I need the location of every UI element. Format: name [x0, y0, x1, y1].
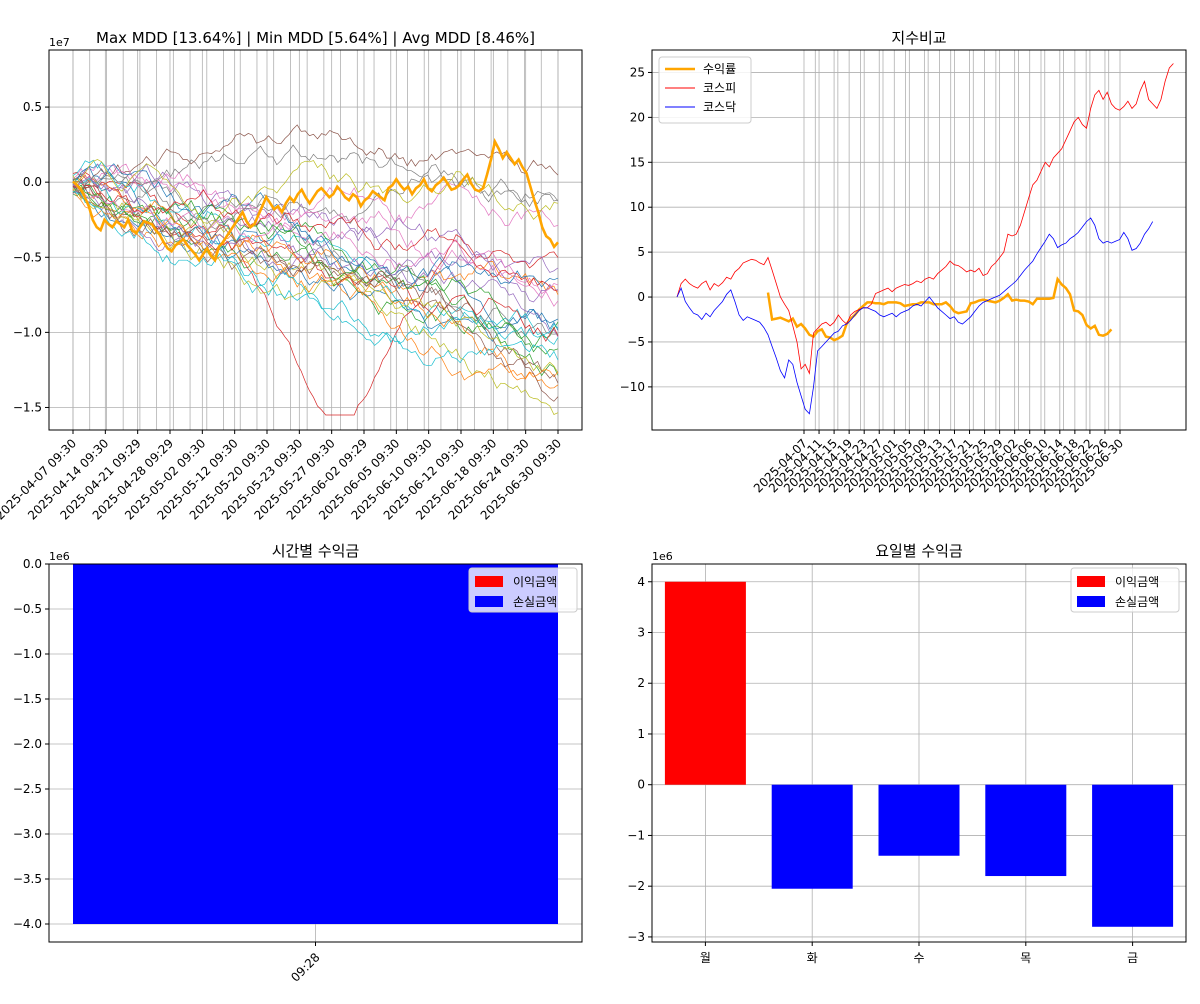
y-tick-label: 0 [637, 778, 645, 792]
x-tick-label: 금 [1127, 951, 1138, 965]
chart-title: 지수비교 [891, 29, 946, 47]
chart-title: 시간별 수익금 [272, 542, 360, 560]
legend-label: 코스닥 [703, 100, 736, 114]
legend-label: 코스피 [703, 81, 736, 95]
simulation-line [72, 178, 559, 384]
loss-bar [771, 784, 853, 889]
legend-swatch [475, 576, 503, 587]
y-tick-label: 0.0 [23, 175, 42, 189]
index-comparison-chart: 지수비교2520151050−5−102025-04-072025-04-112… [620, 29, 1187, 495]
y-tick-label: −1.0 [13, 647, 42, 661]
y-tick-label: 3 [637, 625, 645, 639]
simulation-line [72, 188, 559, 303]
simulation-line [72, 185, 559, 292]
y-tick-label: −2 [627, 879, 645, 893]
legend-label: 손실금액 [1115, 595, 1159, 609]
y-tick-label: 1 [637, 727, 645, 741]
series-line [676, 63, 1174, 375]
y-exponent-label: 1e7 [49, 36, 70, 49]
simulation-line [72, 179, 559, 349]
simulation-line [72, 190, 559, 367]
y-tick-label: −3 [627, 930, 645, 944]
profit-bar [664, 581, 746, 785]
legend-swatch [1077, 596, 1105, 607]
simulation-line [72, 163, 559, 290]
y-tick-label: −2.5 [13, 782, 42, 796]
chart-title: 요일별 수익금 [875, 542, 963, 560]
portfolio-line [72, 137, 559, 263]
y-tick-label: −2.0 [13, 737, 42, 751]
simulation-line [72, 163, 559, 331]
y-exponent-label: 1e6 [652, 550, 673, 563]
y-tick-label: −3.0 [13, 827, 42, 841]
simulation-line [72, 180, 559, 342]
hourly-profit-chart: 시간별 수익금 1e6 0.0 −0.5 −1.0 −1.5 −2.0 −2.5 −3.0 −3.… [13, 542, 583, 985]
y-tick-label: −0.5 [13, 250, 42, 264]
simulation-line [72, 171, 559, 416]
y-tick-label: −1.5 [13, 692, 42, 706]
y-tick-label: 25 [630, 65, 645, 79]
x-tick-label: 목 [1020, 951, 1031, 965]
y-tick-label: −4.0 [13, 917, 42, 931]
y-tick-label: 0.0 [23, 557, 42, 571]
simulation-line [72, 186, 559, 373]
loss-bar [985, 784, 1067, 877]
plot-frame [48, 49, 583, 431]
y-tick-label: 0.5 [23, 100, 42, 114]
loss-bar [1092, 784, 1174, 927]
y-tick-label: 2 [637, 676, 645, 690]
series-line [676, 217, 1154, 415]
x-tick-label: 월 [700, 951, 711, 965]
y-tick-label: 0 [637, 290, 645, 304]
loss-bar [878, 784, 960, 856]
simulation-line [72, 159, 559, 232]
simulation-line [72, 179, 559, 337]
legend-swatch [475, 596, 503, 607]
x-tick-label: 수 [913, 951, 924, 965]
legend-label: 이익금액 [1115, 575, 1159, 589]
simulation-line [72, 124, 559, 182]
y-tick-label: −1.0 [13, 325, 42, 339]
y-tick-label: 5 [637, 245, 645, 259]
mdd-chart: Max MDD [13.64%] | Min MDD [5.64%] | Avg… [0, 29, 583, 523]
simulation-line [72, 177, 559, 345]
simulation-line [72, 185, 559, 402]
simulation-line [72, 174, 559, 389]
legend-label: 수익률 [703, 62, 736, 76]
y-tick-label: 20 [630, 110, 645, 124]
simulation-line [72, 163, 559, 337]
y-tick-label: −1.5 [13, 400, 42, 414]
plot-frame [651, 49, 1187, 431]
y-tick-label: 4 [637, 575, 645, 589]
loss-bar [73, 564, 558, 924]
y-tick-label: 15 [630, 155, 645, 169]
legend-label: 손실금액 [513, 595, 557, 609]
simulation-line [72, 164, 559, 231]
y-tick-label: −5 [627, 335, 645, 349]
simulation-line [72, 189, 559, 295]
y-tick-label: −0.5 [13, 602, 42, 616]
legend-label: 이익금액 [513, 575, 557, 589]
y-tick-label: −3.5 [13, 872, 42, 886]
series-line [766, 276, 1113, 342]
simulation-line [72, 189, 559, 381]
chart-title: Max MDD [13.64%] | Min MDD [5.64%] | Avg… [96, 29, 535, 47]
y-tick-label: −1 [627, 828, 645, 842]
y-tick-label: 10 [630, 200, 645, 214]
x-tick-label: 09:28 [288, 950, 322, 984]
legend-swatch [1077, 576, 1105, 587]
y-exponent-label: 1e6 [49, 550, 70, 563]
simulation-line [72, 187, 559, 377]
y-tick-label: −10 [620, 380, 645, 394]
x-tick-label: 화 [807, 951, 818, 965]
